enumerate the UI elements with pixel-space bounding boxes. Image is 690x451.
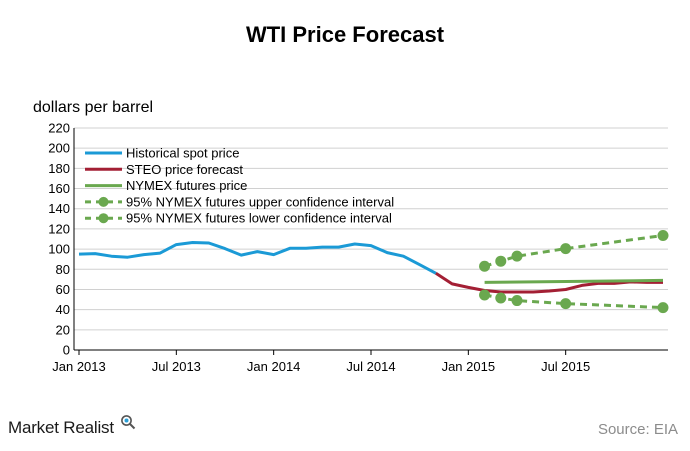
y-tick-label: 160 (48, 181, 70, 196)
series-marker (495, 255, 507, 267)
series-marker (495, 292, 507, 304)
legend-label-3: NYMEX futures price (126, 178, 247, 193)
series-line-4 (484, 234, 664, 268)
x-tick-label: Jan 2015 (442, 359, 496, 374)
series-marker (479, 289, 491, 301)
y-tick-label: 220 (48, 121, 70, 136)
series-lines (78, 229, 669, 314)
chart-title: WTI Price Forecast (245, 22, 445, 47)
y-tick-label: 120 (48, 221, 70, 236)
axes (73, 128, 668, 355)
series-marker (657, 302, 669, 314)
legend-label-1: Historical spot price (126, 146, 239, 161)
x-tick-labels: Jan 2013 Jul 2013 Jan 2014 Jul 2014 Jan 2015… (52, 359, 590, 374)
series-line-5 (484, 293, 664, 310)
source-note: Source: EIA (597, 421, 678, 438)
series-marker (657, 229, 669, 241)
y-tick-label: 140 (48, 201, 70, 216)
y-tick-label: 100 (48, 242, 70, 257)
series-line-1 (78, 241, 437, 275)
series-line-3 (484, 278, 664, 284)
series-line-2 (435, 272, 663, 294)
brand-name: Market Realist (8, 418, 114, 437)
y-tick-label: 60 (56, 282, 70, 297)
series-marker (511, 250, 523, 262)
series-marker (479, 260, 491, 272)
legend-label-4: 95% NYMEX futures upper confidence inter… (126, 194, 394, 209)
legend-marker (98, 196, 109, 207)
series-marker (511, 295, 523, 307)
magnifier-icon (121, 415, 136, 430)
y-tick-label: 40 (56, 302, 70, 317)
x-tick-label: Jan 2013 (52, 359, 106, 374)
legend-label-5: 95% NYMEX futures lower confidence inter… (126, 211, 392, 226)
y-axis-label: dollars per barrel (33, 99, 154, 116)
x-tick-label: Jul 2013 (152, 359, 201, 374)
x-tick-label: Jul 2015 (541, 359, 590, 374)
x-tick-label: Jul 2014 (346, 359, 395, 374)
series-marker (560, 243, 572, 255)
y-tick-label: 0 (63, 343, 70, 358)
y-tick-labels: 0 20 40 60 80 100 120 140 160 180 200 220 (48, 121, 70, 358)
series-marker (560, 298, 572, 310)
x-tick-label: Jan 2014 (247, 359, 301, 374)
y-tick-label: 20 (56, 322, 70, 337)
y-tick-label: 80 (56, 262, 70, 277)
legend-marker (98, 213, 109, 224)
legend-label-2: STEO price forecast (126, 162, 243, 177)
y-tick-label: 200 (48, 141, 70, 156)
y-tick-label: 180 (48, 161, 70, 176)
grid-lines (74, 127, 668, 331)
